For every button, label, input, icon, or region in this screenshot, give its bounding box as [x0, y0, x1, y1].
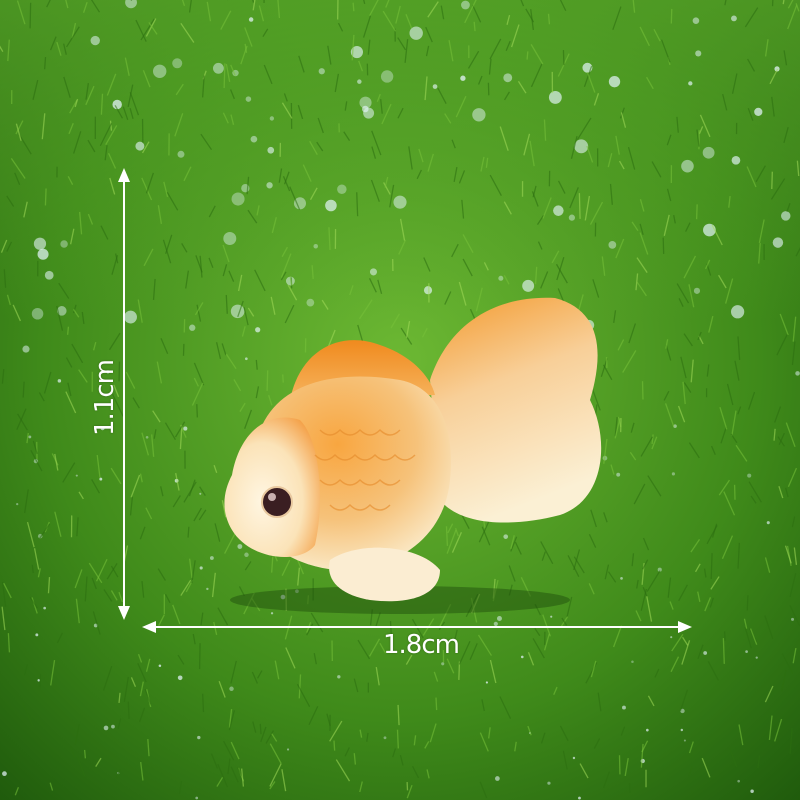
- height-label: 1.1cm: [90, 360, 120, 436]
- width-label: 1.8cm: [383, 630, 460, 660]
- height-dimension-arrow: [118, 168, 130, 620]
- fish-eye: [261, 486, 293, 518]
- width-dimension-arrow: [142, 621, 692, 633]
- goldfish-figurine: [224, 297, 602, 614]
